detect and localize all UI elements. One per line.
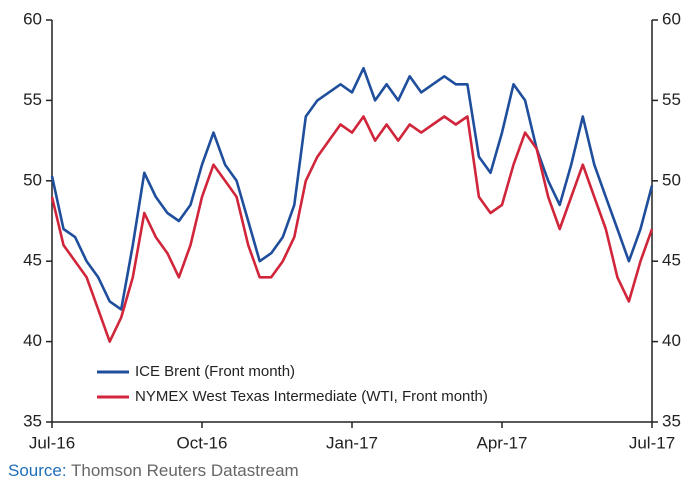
source-text: Thomson Reuters Datastream: [71, 461, 299, 480]
x-tick-label: Jul-17: [629, 433, 675, 452]
y-tick-label: 40: [23, 331, 42, 350]
y2-tick-label: 35: [662, 411, 681, 430]
series-line: [50, 115, 654, 343]
y-tick-label: 45: [23, 251, 42, 270]
source: Source: Thomson Reuters Datastream: [8, 461, 299, 480]
y2-tick-label: 45: [662, 251, 681, 270]
y-tick-label: 35: [23, 411, 42, 430]
x-tick-label: Oct-16: [176, 433, 227, 452]
y-tick-label: 55: [23, 90, 42, 109]
series-line: [50, 66, 654, 311]
y2-tick-label: 50: [662, 170, 681, 189]
x-tick-label: Jan-17: [326, 433, 378, 452]
y2-tick-label: 55: [662, 90, 681, 109]
legend-label: NYMEX West Texas Intermediate (WTI, Fron…: [135, 388, 488, 405]
y2-tick-label: 40: [662, 331, 681, 350]
x-tick-label: Apr-17: [476, 433, 527, 452]
legend-label: ICE Brent (Front month): [135, 363, 295, 380]
y-tick-label: 60: [23, 9, 42, 28]
y-tick-label: 50: [23, 170, 42, 189]
y2-tick-label: 60: [662, 9, 681, 28]
x-tick-label: Jul-16: [29, 433, 75, 452]
source-label: Source:: [8, 461, 67, 480]
